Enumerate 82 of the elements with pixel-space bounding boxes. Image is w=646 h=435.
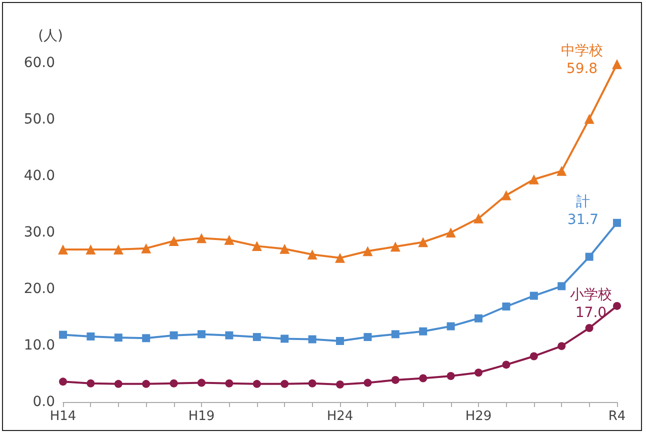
x-tick-label: H14 (50, 409, 76, 424)
y-tick-label: 50.0 (24, 112, 55, 128)
point (446, 228, 456, 238)
point (225, 379, 234, 388)
point (335, 252, 345, 263)
point (280, 244, 290, 254)
point (336, 336, 344, 345)
point (308, 335, 316, 344)
x-tick-label: H29 (465, 409, 492, 424)
point (446, 322, 455, 330)
point (86, 379, 95, 388)
point (419, 327, 428, 336)
point (474, 314, 482, 322)
y-tick-label: 40.0 (24, 168, 55, 184)
point (113, 244, 124, 254)
point (364, 378, 372, 387)
point (556, 166, 567, 176)
x-tick-label: H19 (188, 409, 215, 424)
point (114, 334, 122, 342)
point (613, 302, 621, 310)
point (474, 368, 482, 377)
point (558, 282, 566, 290)
point (419, 374, 428, 382)
point (391, 330, 400, 338)
y-tick-label: 10.0 (24, 338, 55, 354)
point (170, 331, 178, 340)
point (502, 302, 510, 311)
point (224, 234, 234, 245)
point (612, 59, 622, 70)
point (142, 334, 150, 342)
point (585, 252, 594, 261)
y-tick-label: 0.0 (32, 394, 55, 410)
series-label: 小学校 (570, 286, 612, 303)
point (391, 376, 400, 384)
point (280, 334, 289, 343)
point (613, 218, 621, 227)
point (585, 324, 594, 332)
data-label: 59.8 (566, 61, 598, 78)
x-tick-label: H24 (326, 409, 354, 424)
point (141, 243, 152, 254)
series-label: 計 (576, 194, 590, 210)
point (168, 236, 179, 246)
point (307, 250, 318, 260)
point (142, 380, 150, 388)
point (584, 114, 594, 124)
series-label: 中学校 (561, 43, 603, 60)
point (198, 330, 206, 338)
point (528, 174, 539, 184)
point (86, 244, 96, 254)
point (501, 190, 512, 200)
point (59, 378, 67, 386)
point (558, 342, 566, 350)
point (446, 372, 455, 380)
point (530, 292, 538, 300)
y-tick-label: 30.0 (24, 224, 55, 240)
point (196, 233, 206, 244)
point (418, 237, 428, 248)
point (225, 331, 234, 340)
point (530, 352, 538, 360)
point (502, 360, 510, 369)
point (86, 332, 95, 340)
y-tick-label: 60.0 (24, 55, 55, 71)
point (170, 379, 178, 388)
point (474, 213, 484, 224)
data-label: 17.0 (575, 304, 607, 321)
point (58, 244, 68, 254)
y-axis-title: (人) (38, 28, 63, 44)
point (252, 333, 261, 342)
point (308, 379, 316, 388)
point (390, 242, 400, 252)
y-tick-label: 20.0 (24, 281, 55, 297)
point (252, 380, 261, 388)
point (59, 330, 67, 339)
point (198, 378, 206, 387)
data-label: 31.7 (567, 212, 599, 228)
point (336, 380, 344, 388)
point (364, 333, 372, 342)
point (280, 380, 289, 388)
point (114, 380, 122, 388)
point (252, 241, 262, 252)
point (362, 246, 373, 256)
x-tick-label: R4 (608, 409, 626, 424)
